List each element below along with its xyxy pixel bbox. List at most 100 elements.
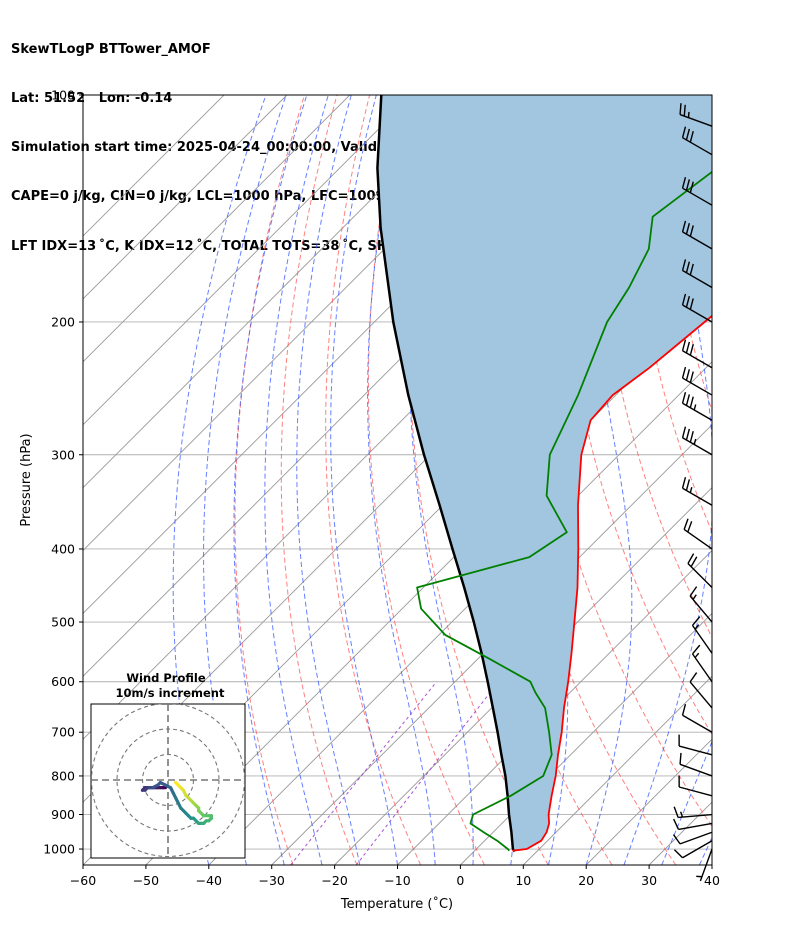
- isotherm-line: [83, 95, 351, 363]
- wind-barb-flag: [689, 225, 694, 237]
- y-tick-label: 200: [51, 314, 75, 329]
- wind-barb-flag: [689, 298, 694, 310]
- dry-adiabat: [761, 95, 794, 865]
- wind-barb-flag: [679, 103, 682, 115]
- wind-barb-flag: [689, 263, 694, 276]
- hodograph: [90, 703, 246, 859]
- y-axis-label: Pressure (hPa): [19, 433, 34, 526]
- wind-barb: [689, 586, 713, 623]
- x-tick-label: 10: [515, 873, 531, 888]
- wind-barb-staff: [678, 813, 713, 819]
- moist-adiabat: [585, 95, 633, 865]
- wind-barb-staff: [683, 528, 713, 550]
- wind-barb-staff: [682, 377, 713, 396]
- wind-barb-flag: [689, 131, 694, 143]
- dry-adiabat: [728, 95, 794, 865]
- wind-barb-staff: [679, 831, 713, 845]
- wind-barb-flag: [681, 392, 687, 404]
- wind-barb-flag: [681, 220, 687, 233]
- moist-adiabat: [296, 95, 361, 865]
- wind-barb-flag: [689, 396, 694, 408]
- wind-barb: [691, 616, 713, 654]
- y-tick-label: 600: [51, 674, 75, 689]
- x-tick-label: 40: [704, 873, 720, 888]
- y-tick-label: 500: [51, 615, 75, 630]
- wind-barb-half-flag: [692, 594, 697, 600]
- dry-adiabat: [595, 95, 712, 639]
- wind-barb-flag: [683, 518, 689, 530]
- wind-barb-staff: [689, 595, 713, 623]
- wind-barb-flag: [690, 556, 698, 568]
- wind-barb-flag: [681, 126, 687, 138]
- wind-barb-flag: [691, 644, 701, 655]
- wind-barb-staff: [682, 231, 713, 250]
- y-tick-label: 100: [51, 88, 75, 103]
- wind-barb-flag: [681, 339, 687, 351]
- wind-barb-staff: [682, 350, 713, 369]
- isotherm-line: [334, 486, 712, 865]
- x-tick-label: 0: [456, 873, 464, 888]
- moist-adiabat: [203, 95, 287, 865]
- moist-adiabat: [367, 95, 436, 865]
- wind-barb-staff: [682, 137, 713, 156]
- hodograph-title: Wind Profile: [126, 671, 206, 685]
- wind-barb-flag: [683, 104, 686, 117]
- wind-barb-staff: [691, 624, 713, 654]
- wind-barb-staff: [691, 653, 713, 683]
- profile-lines: [376, 95, 712, 853]
- wind-barb-flag: [689, 371, 694, 383]
- wind-barb-flag: [685, 479, 691, 491]
- x-tick-label: 20: [578, 873, 594, 888]
- wind-barb-flag: [685, 222, 691, 235]
- isotherm-line: [271, 424, 712, 865]
- wind-barb-staff: [682, 487, 713, 506]
- wind-barb-half-flag: [689, 487, 693, 493]
- wind-barb-staff: [682, 714, 713, 733]
- wind-barb-staff: [678, 745, 713, 756]
- wind-barb-flag: [681, 176, 687, 189]
- wind-barb-staff: [679, 113, 713, 127]
- wind-barb-staff: [682, 269, 713, 289]
- y-tick-label: 800: [51, 768, 75, 783]
- wind-barb: [673, 818, 713, 831]
- wind-barb: [681, 126, 713, 156]
- isotherm-line: [208, 361, 712, 865]
- wind-barb: [681, 704, 713, 733]
- wind-barb-flag: [689, 344, 694, 356]
- wind-barb-staff: [678, 822, 713, 831]
- moist-adiabat: [737, 95, 794, 865]
- x-axis-label: Temperature (˚C): [340, 896, 453, 912]
- wind-barb-flag: [685, 261, 691, 273]
- wind-barb-staff: [678, 786, 713, 797]
- wind-barb: [687, 553, 713, 589]
- isotherm-line: [83, 95, 414, 426]
- wind-barb-flag: [681, 477, 687, 489]
- wind-barb: [681, 477, 713, 506]
- wind-barb: [672, 831, 713, 845]
- wind-barb-staff: [682, 187, 713, 206]
- dry-adiabat: [234, 95, 305, 865]
- wind-barb-flag: [685, 394, 691, 406]
- temperature-profile-line: [512, 314, 712, 852]
- x-tick-label: −40: [196, 873, 222, 888]
- wind-barb-flag: [685, 369, 691, 381]
- wind-barb-flag: [685, 179, 691, 191]
- wind-barb: [673, 806, 713, 819]
- y-tick-label: 300: [51, 447, 75, 462]
- dry-adiabat: [367, 95, 485, 865]
- wind-barb: [678, 775, 713, 797]
- wind-barb-flag: [679, 752, 682, 765]
- wind-barb-flag: [681, 366, 687, 379]
- wind-barb-flag: [672, 834, 681, 845]
- wind-barb: [683, 518, 713, 550]
- isotherm-line: [460, 612, 712, 865]
- wind-barb-flag: [691, 616, 701, 626]
- wind-barb: [673, 840, 713, 859]
- wind-barb: [681, 259, 713, 289]
- dry-adiabat: [280, 95, 358, 865]
- wind-barb: [681, 220, 713, 250]
- wind-barb-flag: [673, 849, 684, 859]
- mixing-ratio-line: [290, 681, 437, 865]
- wind-barb-half-flag: [679, 811, 684, 818]
